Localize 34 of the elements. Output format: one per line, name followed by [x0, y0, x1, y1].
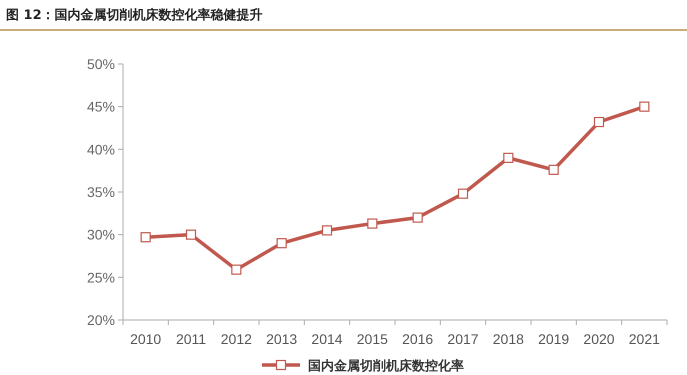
point — [458, 188, 468, 199]
x-tick-label: 2020 — [583, 331, 615, 347]
x-tick-label: 2010 — [130, 331, 162, 347]
point — [276, 238, 287, 248]
point — [412, 212, 423, 223]
legend: 国内金属切削机床数控化率 — [262, 359, 464, 374]
y-tick-label: 20% — [86, 312, 115, 328]
x-tick-label: 2016 — [402, 331, 434, 347]
x-tick-label: 2018 — [492, 331, 524, 347]
point — [367, 218, 378, 229]
x-tick-label: 2014 — [311, 331, 343, 347]
chart-title: 图 12：国内金属切削机床数控化率稳健提升 — [6, 7, 263, 23]
y-tick-label: 25% — [86, 269, 115, 286]
point — [639, 102, 650, 112]
x-tick-label: 2017 — [447, 331, 479, 347]
x-tick-label: 2015 — [356, 331, 388, 347]
x-tick-label: 2013 — [266, 331, 298, 347]
x-tick-label: 2021 — [628, 331, 660, 347]
y-tick-label: 45% — [86, 98, 115, 115]
x-tick-label: 2011 — [176, 331, 206, 347]
y-tick-label: 30% — [86, 226, 115, 243]
point — [322, 225, 332, 236]
point — [140, 232, 151, 242]
x-tick-label: 2019 — [538, 331, 570, 347]
legend-label: 国内金属切削机床数控化率 — [308, 358, 464, 374]
point — [594, 116, 604, 128]
y-tick-label: 40% — [86, 141, 115, 158]
point — [186, 230, 196, 240]
x-tick-label: 2012 — [220, 331, 252, 347]
y-tick-label: 50% — [86, 56, 115, 72]
point — [548, 164, 559, 175]
point — [503, 152, 514, 163]
point — [231, 264, 242, 275]
y-tick-label: 35% — [86, 184, 115, 200]
